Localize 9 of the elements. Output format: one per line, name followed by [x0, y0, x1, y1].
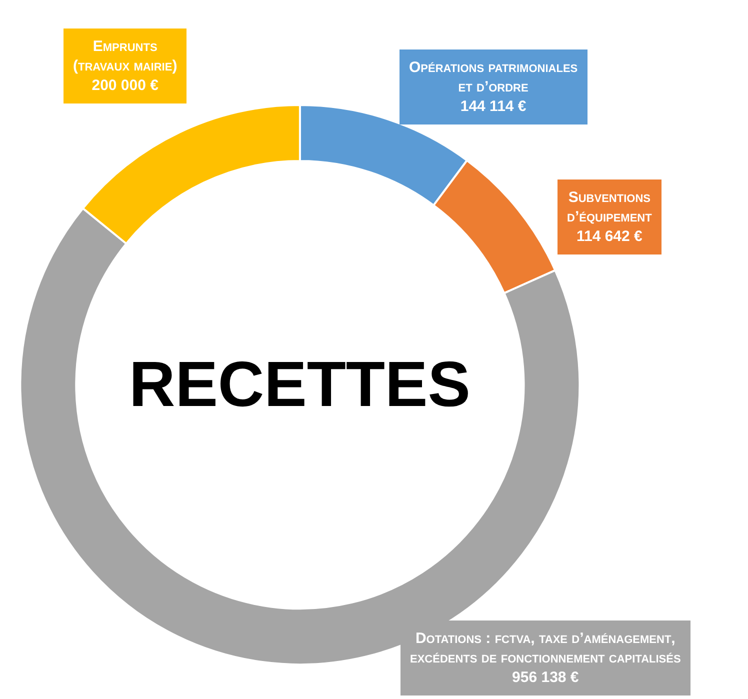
slice-label: Emprunts (travaux mairie): [73, 38, 178, 74]
data-label: 200 000 €: [92, 77, 160, 94]
slice-label: Dotations : fctva, taxe d’aménagement, excédents de fonctionnement capitalisés: [410, 630, 681, 666]
data-label: 956 138 €: [512, 669, 580, 686]
slice-label: Opérations patrimoniales et d’ordre: [409, 59, 578, 96]
slice-label: Subventions d’équipement: [567, 189, 652, 226]
data-label: 114 642 €: [576, 228, 644, 245]
text: RECETTES: [129, 348, 470, 420]
data-label: 144 114 €: [460, 98, 527, 115]
